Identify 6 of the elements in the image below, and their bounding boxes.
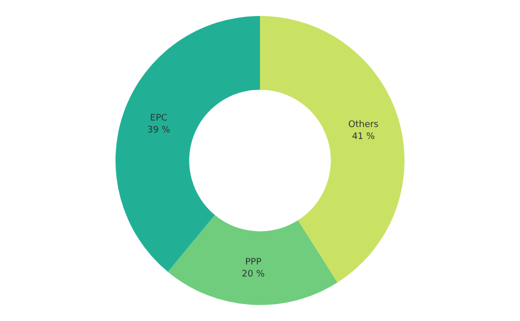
- data-label: 39 %: [147, 125, 171, 136]
- data-label: 41 %: [352, 132, 376, 142]
- data-label: 20 %: [242, 269, 266, 280]
- slice-label: EPC: [150, 113, 168, 124]
- slice-label: Others: [348, 120, 379, 130]
- slice-label: PPP: [245, 257, 262, 268]
